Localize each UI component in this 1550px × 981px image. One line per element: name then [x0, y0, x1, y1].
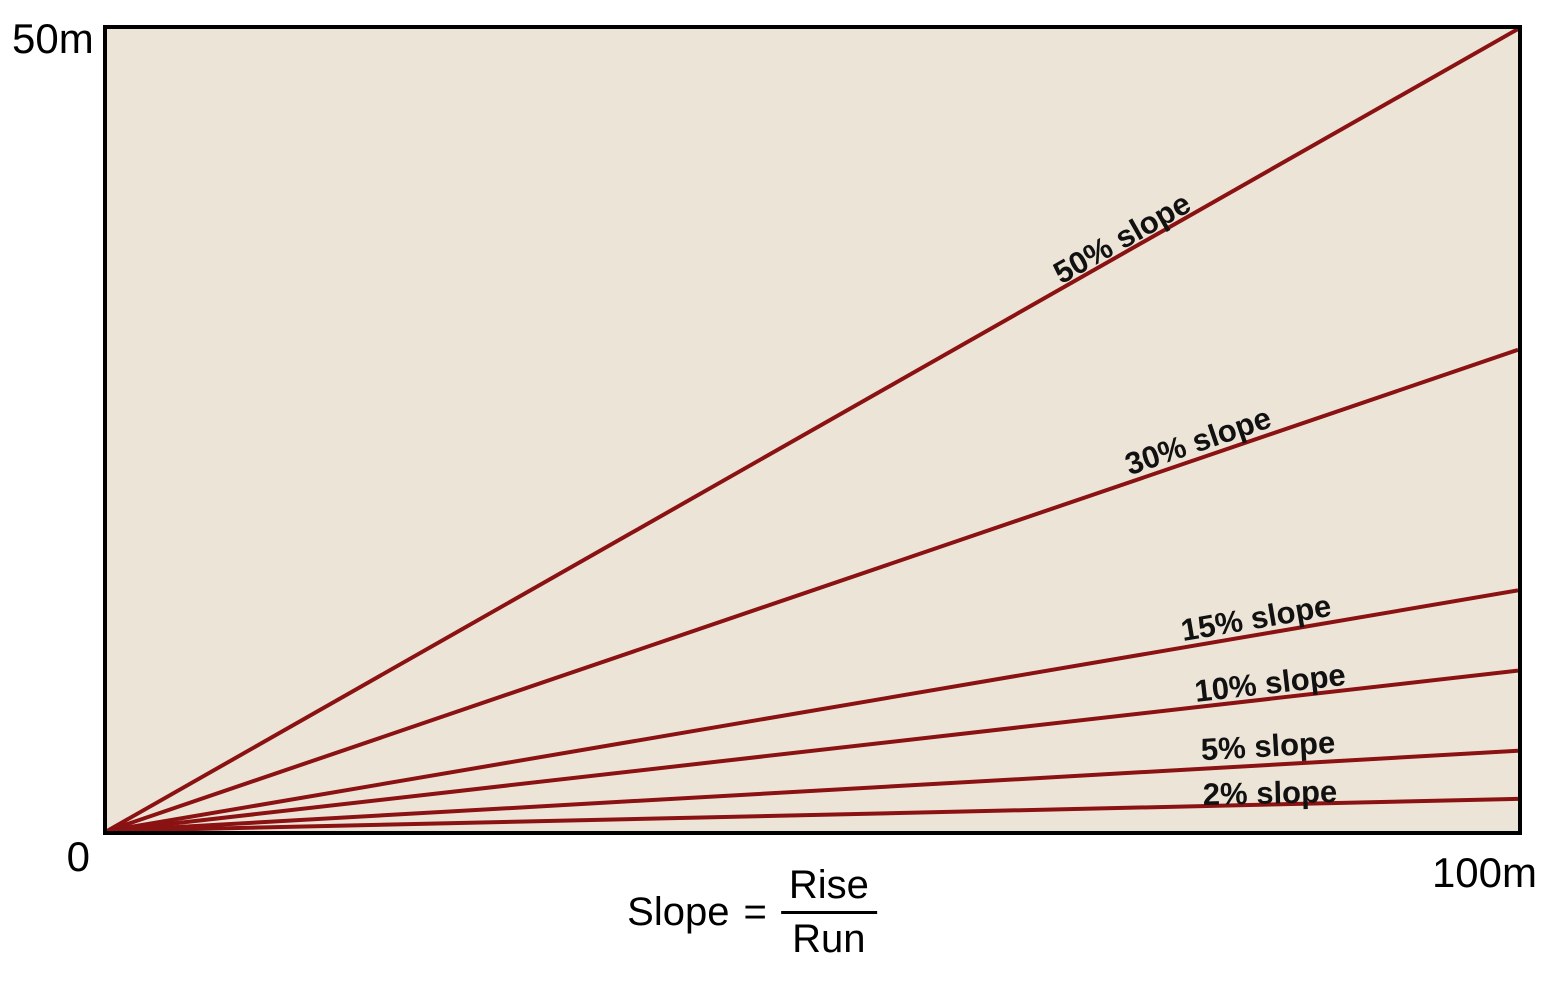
slope-formula: Slope = Rise Run: [627, 864, 877, 960]
slope-line-10: [107, 668, 1518, 831]
formula-equals-sign: =: [743, 889, 767, 934]
formula-denominator: Run: [792, 917, 866, 961]
slope-line-label-2: 2% slope: [1202, 773, 1338, 812]
slope-lines: [107, 29, 1518, 831]
origin-label: 0: [66, 833, 90, 880]
y-axis-max-label: 50m: [12, 15, 94, 62]
formula-numerator: Rise: [780, 864, 877, 914]
plot-area: 50% slope 30% slope 15% slope 10% slope 5% s…: [103, 25, 1522, 835]
slope-line-2: [107, 796, 1518, 831]
formula-lhs: Slope: [627, 889, 730, 934]
x-axis-max-label: 100m: [1431, 849, 1537, 896]
slope-line-label-5: 5% slope: [1200, 724, 1337, 768]
slope-line-15: [107, 588, 1518, 831]
formula-fraction: Rise Run: [780, 864, 877, 961]
slope-line-50: [107, 29, 1518, 831]
slope-line-5: [107, 748, 1518, 831]
slope-line-30: [107, 347, 1518, 831]
